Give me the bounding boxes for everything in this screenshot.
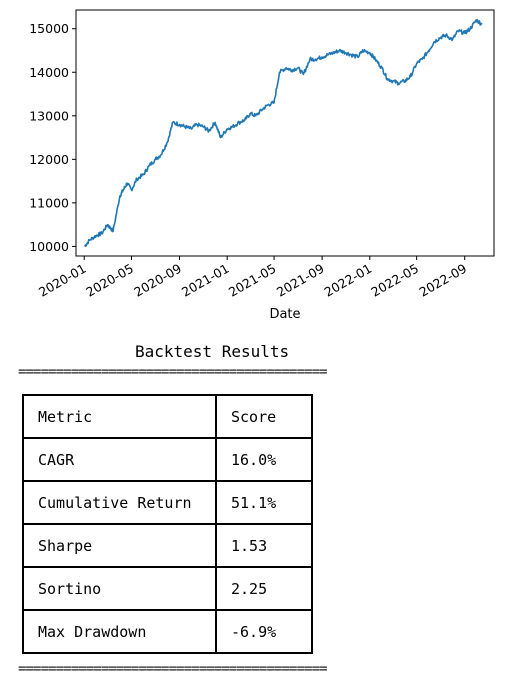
x-axis: 2020-012020-052020-092021-012021-052021-… [36, 256, 469, 300]
header-metric: Metric [23, 395, 216, 438]
metric-cell: Cumulative Return [23, 481, 216, 524]
x-tick-label: 2022-01 [322, 261, 375, 300]
y-tick-label: 12000 [29, 152, 69, 167]
y-tick-label: 11000 [29, 195, 69, 210]
y-axis: 10000 11000 12000 13000 14000 15000 [29, 21, 76, 254]
y-tick-label: 13000 [29, 108, 69, 123]
header-score: Score [216, 395, 312, 438]
separator-top: ========================================… [18, 364, 328, 380]
results-table: Metric Score CAGR 16.0% Cumulative Retur… [22, 394, 313, 654]
x-tick-label: 2021-01 [179, 261, 232, 300]
score-cell: 51.1% [216, 481, 312, 524]
table-row: Sortino 2.25 [23, 567, 312, 610]
table-row: CAGR 16.0% [23, 438, 312, 481]
score-cell: 2.25 [216, 567, 312, 610]
score-cell: 1.53 [216, 524, 312, 567]
x-tick-label: 2020-05 [83, 261, 136, 300]
plot-frame [75, 9, 495, 257]
table-row: Cumulative Return 51.1% [23, 481, 312, 524]
y-tick-label: 10000 [29, 239, 69, 254]
x-tick-label: 2022-09 [416, 261, 469, 300]
x-axis-label: Date [269, 307, 300, 322]
table-header-row: Metric Score [23, 395, 312, 438]
score-cell: -6.9% [216, 610, 312, 653]
metric-cell: Sharpe [23, 524, 216, 567]
x-tick-label: 2021-09 [274, 261, 327, 300]
table-row: Sharpe 1.53 [23, 524, 312, 567]
results-title: Backtest Results [135, 342, 290, 361]
equity-line [83, 19, 483, 247]
y-tick-label: 14000 [29, 65, 69, 80]
table-row: Max Drawdown -6.9% [23, 610, 312, 653]
x-tick-label: 2020-09 [131, 261, 184, 300]
metric-cell: Sortino [23, 567, 216, 610]
metric-cell: CAGR [23, 438, 216, 481]
metric-cell: Max Drawdown [23, 610, 216, 653]
score-cell: 16.0% [216, 438, 312, 481]
x-tick-label: 2020-01 [36, 261, 89, 300]
x-tick-label: 2022-05 [368, 261, 421, 300]
x-tick-label: 2021-05 [226, 261, 279, 300]
separator-bottom: ========================================… [18, 661, 328, 677]
y-tick-label: 15000 [29, 21, 69, 36]
